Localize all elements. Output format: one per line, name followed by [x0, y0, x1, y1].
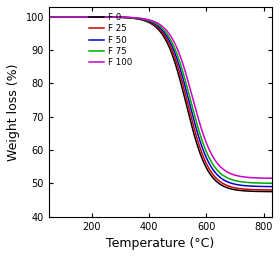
Line: F 50: F 50	[49, 17, 272, 187]
F 0	[270, 190, 274, 193]
F 100	[47, 15, 50, 19]
F 50	[242, 184, 246, 187]
Y-axis label: Weight loss (%): Weight loss (%)	[7, 63, 20, 161]
F 100	[133, 16, 136, 19]
F 75	[86, 15, 89, 19]
F 25	[270, 188, 274, 191]
F 50	[270, 185, 274, 188]
F 100	[242, 175, 246, 178]
F 75	[133, 16, 136, 20]
Line: F 75: F 75	[49, 17, 272, 183]
F 50	[266, 185, 269, 188]
F 25	[143, 19, 146, 22]
F 25	[86, 15, 89, 19]
F 0	[133, 17, 136, 20]
F 75	[266, 182, 269, 185]
Line: F 25: F 25	[49, 17, 272, 190]
F 0	[86, 15, 89, 19]
F 75	[242, 181, 246, 184]
F 100	[73, 15, 76, 19]
F 50	[86, 15, 89, 19]
F 100	[270, 177, 274, 180]
F 75	[73, 15, 76, 19]
Line: F 0: F 0	[49, 17, 272, 192]
F 0	[143, 19, 146, 22]
F 0	[73, 15, 76, 19]
Legend: F 0, F 25, F 50, F 75, F 100: F 0, F 25, F 50, F 75, F 100	[89, 13, 132, 67]
F 25	[266, 188, 269, 191]
F 25	[242, 187, 246, 190]
F 50	[73, 15, 76, 19]
F 100	[86, 15, 89, 19]
F 50	[47, 15, 50, 19]
Line: F 100: F 100	[49, 17, 272, 178]
F 75	[47, 15, 50, 19]
F 0	[47, 15, 50, 19]
F 75	[270, 182, 274, 185]
F 25	[133, 17, 136, 20]
F 25	[73, 15, 76, 19]
F 0	[266, 190, 269, 193]
F 75	[143, 18, 146, 21]
F 50	[133, 16, 136, 20]
F 25	[47, 15, 50, 19]
F 0	[242, 189, 246, 192]
F 50	[143, 18, 146, 21]
F 100	[266, 177, 269, 180]
X-axis label: Temperature (°C): Temperature (°C)	[106, 237, 214, 250]
F 100	[143, 17, 146, 20]
